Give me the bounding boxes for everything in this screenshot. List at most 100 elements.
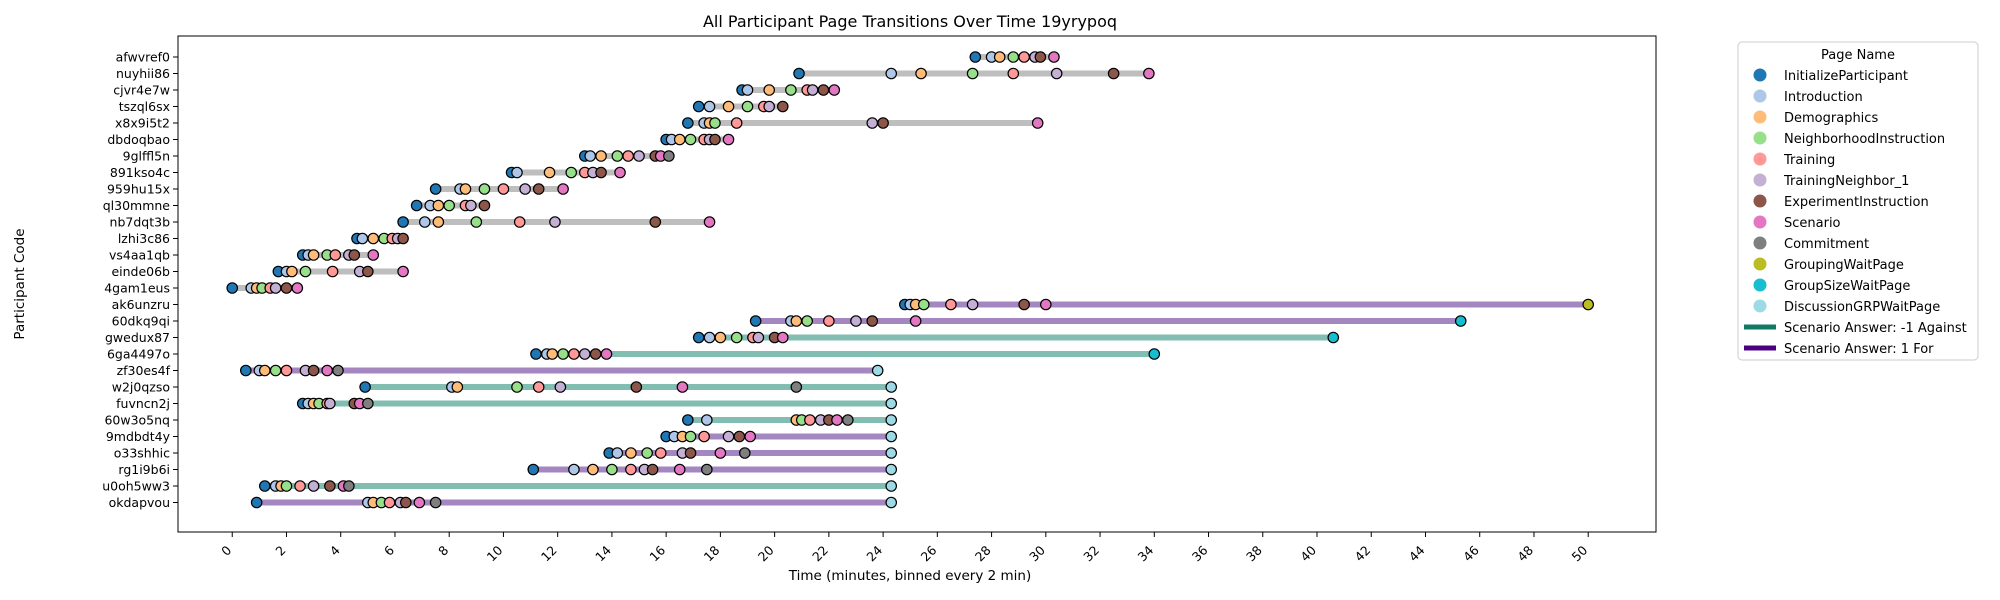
- page-point: [429, 183, 442, 195]
- page-point: [326, 265, 339, 278]
- y-tick-label: fuvncn2j: [116, 396, 170, 411]
- page-point: [239, 364, 252, 377]
- page-point: [269, 364, 282, 377]
- page-point: [828, 84, 841, 96]
- legend-label: TrainingNeighbor_1: [1783, 174, 1909, 189]
- page-point: [654, 447, 667, 459]
- page-point: [684, 447, 697, 459]
- page-point: [286, 265, 298, 278]
- legend-frame: [1737, 41, 1979, 361]
- page-point: [280, 282, 293, 294]
- page-point: [790, 381, 803, 393]
- page-point: [532, 381, 545, 393]
- page-point: [1031, 117, 1044, 129]
- y-tick-label: einde06b: [111, 264, 170, 279]
- page-point: [945, 298, 957, 311]
- page-point: [307, 364, 320, 377]
- y-tick-label: zf30es4f: [117, 363, 171, 378]
- page-points: [226, 51, 1595, 509]
- page-point: [966, 67, 979, 80]
- legend-label: GroupSizeWaitPage: [1784, 279, 1910, 294]
- page-point: [703, 216, 716, 228]
- page-point: [741, 100, 754, 113]
- plot-frame: [177, 35, 1657, 533]
- page-point: [307, 480, 320, 492]
- y-tick-label: vs4aa1qb: [109, 248, 170, 263]
- page-point: [359, 381, 371, 393]
- page-point: [294, 480, 306, 492]
- page-point: [589, 348, 602, 360]
- page-point: [470, 216, 483, 228]
- page-point: [749, 315, 762, 327]
- page-point: [546, 348, 559, 360]
- page-point: [703, 331, 716, 344]
- page-point: [578, 348, 591, 360]
- page-point: [804, 414, 816, 426]
- page-point: [850, 315, 862, 327]
- page-point: [595, 166, 607, 179]
- y-tick-label: 4gam1eus: [104, 281, 170, 296]
- page-point: [595, 150, 607, 162]
- y-tick-label: 959hu15x: [107, 182, 170, 197]
- y-tick-label: okdapvou: [109, 495, 170, 510]
- page-point: [543, 166, 556, 179]
- page-point: [410, 199, 423, 212]
- page-point: [478, 183, 491, 195]
- page-point: [1582, 298, 1595, 311]
- page-point: [733, 430, 746, 443]
- x-tick-label: 34: [1135, 542, 1157, 564]
- page-point: [885, 430, 898, 443]
- page-point: [738, 447, 751, 459]
- page-point: [885, 67, 898, 80]
- legend-label: Scenario: [1784, 216, 1841, 231]
- page-point: [966, 298, 979, 311]
- legend-marker: [1753, 194, 1767, 208]
- x-tick-label: 42: [1352, 543, 1374, 565]
- page-point: [866, 315, 879, 327]
- page-point: [730, 117, 743, 129]
- page-point: [885, 480, 898, 492]
- page-point: [324, 480, 336, 492]
- page-point: [831, 414, 843, 426]
- page-point: [790, 315, 803, 327]
- page-point: [1327, 331, 1340, 344]
- page-point: [383, 496, 396, 509]
- page-point: [649, 216, 662, 228]
- y-tick-label: gwedux87: [105, 330, 170, 345]
- page-point: [258, 364, 271, 377]
- page-point: [451, 381, 464, 393]
- page-point: [343, 480, 355, 492]
- page-point: [478, 199, 491, 212]
- page-point: [776, 100, 789, 113]
- y-tick-label: rg1i9b6i: [118, 462, 170, 477]
- page-point: [684, 133, 697, 146]
- y-tick-label: ak6unzru: [112, 297, 170, 312]
- page-point: [432, 216, 445, 228]
- y-tick-label: cjvr4e7w: [113, 83, 170, 98]
- legend-marker: [1753, 215, 1767, 229]
- y-tick-label: dbdoqbao: [107, 132, 170, 147]
- legend-marker: [1753, 236, 1767, 250]
- y-tick-label: 9glffl5n: [123, 149, 170, 164]
- page-point: [701, 414, 713, 426]
- page-point: [568, 348, 580, 360]
- page-point: [673, 133, 686, 146]
- legend-label: DiscussionGRPWaitPage: [1784, 300, 1940, 315]
- page-point: [269, 282, 282, 294]
- page-point: [625, 463, 637, 476]
- page-point: [443, 199, 455, 212]
- page-point: [722, 430, 735, 443]
- page-point: [511, 381, 523, 393]
- legend-label: InitializeParticipant: [1784, 69, 1908, 84]
- x-tick-label: 28: [972, 542, 994, 564]
- x-tick-label: 24: [863, 542, 885, 564]
- legend-label: Demographics: [1784, 111, 1878, 126]
- legend-marker: [1753, 89, 1767, 103]
- legend-label: Commitment: [1784, 237, 1869, 252]
- legend-marker: [1753, 152, 1767, 166]
- page-point: [663, 150, 675, 162]
- page-point: [969, 51, 982, 63]
- page-point: [397, 265, 409, 278]
- page-point: [418, 216, 431, 228]
- page-point: [565, 166, 578, 179]
